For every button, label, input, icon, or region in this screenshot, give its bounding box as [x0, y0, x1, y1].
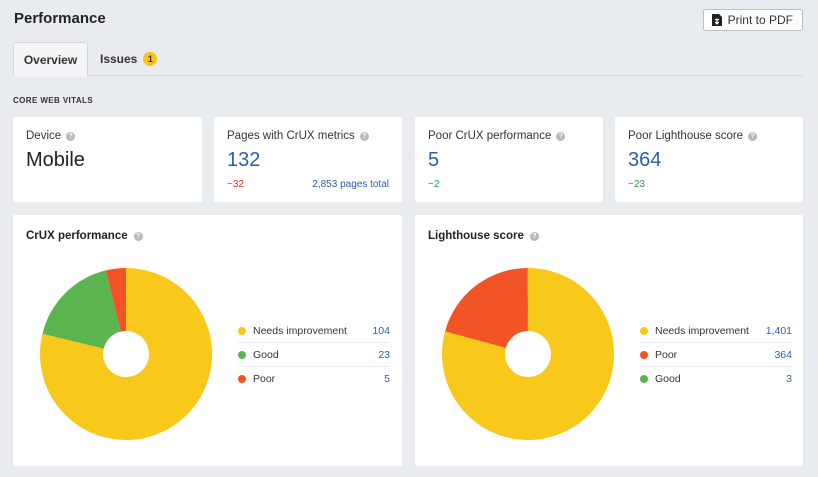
tab-issues[interactable]: Issues 1 — [100, 42, 158, 76]
legend-value[interactable]: 23 — [378, 348, 390, 361]
legend-dot — [640, 375, 648, 383]
tab-overview[interactable]: Overview — [13, 42, 88, 77]
legend-dot — [238, 375, 246, 383]
legend-value[interactable]: 5 — [384, 373, 390, 385]
help-icon[interactable]: ? — [556, 131, 566, 141]
print-to-pdf-button[interactable]: Print to PDF — [702, 9, 803, 31]
lighthouse-score-card: Lighthouse score ? Needs improvement 1,4… — [415, 215, 803, 466]
crux-performance-title-row: CrUX performance ? — [26, 230, 143, 242]
device-value: Mobile — [26, 149, 85, 171]
crux-pages-title: Pages with CrUX metrics — [227, 130, 355, 142]
pdf-file-icon — [711, 14, 722, 26]
crux-pages-title-row: Pages with CrUX metrics ? — [227, 130, 369, 142]
legend-label: Needs improvement — [253, 324, 347, 337]
legend-label: Good — [253, 348, 279, 361]
legend-label: Needs improvement — [655, 324, 749, 337]
legend-dot — [238, 326, 246, 335]
poor-lighthouse-title-row: Poor Lighthouse score ? — [628, 130, 758, 142]
pie-center-hole — [505, 331, 551, 377]
crux-legend: Needs improvement 104 Good 23 Poor 5 — [238, 319, 390, 391]
poor-lighthouse-card: Poor Lighthouse score ? 364 −23 — [615, 117, 803, 202]
poor-crux-value[interactable]: 5 — [428, 149, 440, 171]
poor-lighthouse-value[interactable]: 364 — [628, 149, 662, 171]
crux-pages-delta: −32 — [227, 179, 244, 190]
poor-crux-delta: −2 — [428, 179, 440, 190]
crux-performance-card: CrUX performance ? Needs improvement 104… — [13, 215, 402, 466]
legend-dot — [640, 326, 648, 335]
lighthouse-score-title: Lighthouse score — [428, 230, 524, 242]
legend-row[interactable]: Needs improvement 104 — [238, 319, 390, 343]
pie-slice-good[interactable] — [42, 270, 126, 354]
legend-dot — [238, 350, 246, 359]
legend-label: Poor — [655, 348, 678, 361]
help-icon[interactable]: ? — [66, 131, 76, 141]
poor-crux-title: Poor CrUX performance — [428, 130, 552, 142]
legend-label: Good — [655, 373, 681, 385]
crux-performance-title: CrUX performance — [26, 230, 128, 242]
help-icon[interactable]: ? — [359, 131, 369, 141]
lighthouse-legend: Needs improvement 1,401 Poor 364 Good 3 — [640, 319, 792, 391]
tab-overview-label: Overview — [23, 52, 78, 67]
legend-row[interactable]: Poor 5 — [238, 367, 390, 391]
legend-dot — [640, 350, 648, 359]
legend-row[interactable]: Good 23 — [238, 343, 390, 367]
pie-center-hole — [103, 331, 149, 377]
legend-label: Poor — [253, 373, 276, 385]
legend-value[interactable]: 364 — [774, 348, 792, 361]
poor-lighthouse-title: Poor Lighthouse score — [628, 130, 744, 142]
crux-pages-value[interactable]: 132 — [227, 149, 261, 171]
device-title-row: Device ? — [26, 130, 76, 142]
poor-crux-card: Poor CrUX performance ? 5 −2 — [415, 117, 603, 202]
tab-issues-label: Issues — [100, 52, 138, 66]
tab-bar: Overview Issues 1 — [13, 42, 803, 77]
crux-pages-card: Pages with CrUX metrics ? 132 −32 2,853 … — [214, 117, 402, 202]
legend-row[interactable]: Good 3 — [640, 367, 792, 391]
pie-slice-poor[interactable] — [445, 268, 528, 354]
pages-total-link[interactable]: 2,853 pages total — [312, 179, 389, 190]
legend-row[interactable]: Poor 364 — [640, 343, 792, 367]
legend-value[interactable]: 1,401 — [765, 324, 792, 337]
legend-row[interactable]: Needs improvement 1,401 — [640, 319, 792, 343]
poor-lighthouse-delta: −23 — [628, 179, 645, 190]
device-title: Device — [26, 130, 62, 142]
legend-value[interactable]: 104 — [372, 324, 390, 337]
help-icon[interactable]: ? — [133, 231, 143, 241]
page-title: Performance — [14, 10, 106, 27]
legend-value[interactable]: 3 — [786, 373, 792, 385]
crux-pie-chart — [39, 268, 212, 440]
print-to-pdf-label: Print to PDF — [727, 13, 793, 27]
section-label: CORE WEB VITALS — [13, 96, 94, 105]
poor-crux-title-row: Poor CrUX performance ? — [428, 130, 566, 142]
lighthouse-pie-chart — [442, 268, 614, 440]
help-icon[interactable]: ? — [748, 131, 758, 141]
device-card: Device ? Mobile — [13, 117, 202, 202]
issues-count-badge: 1 — [143, 52, 158, 66]
help-icon[interactable]: ? — [529, 231, 539, 241]
lighthouse-score-title-row: Lighthouse score ? — [428, 230, 539, 242]
